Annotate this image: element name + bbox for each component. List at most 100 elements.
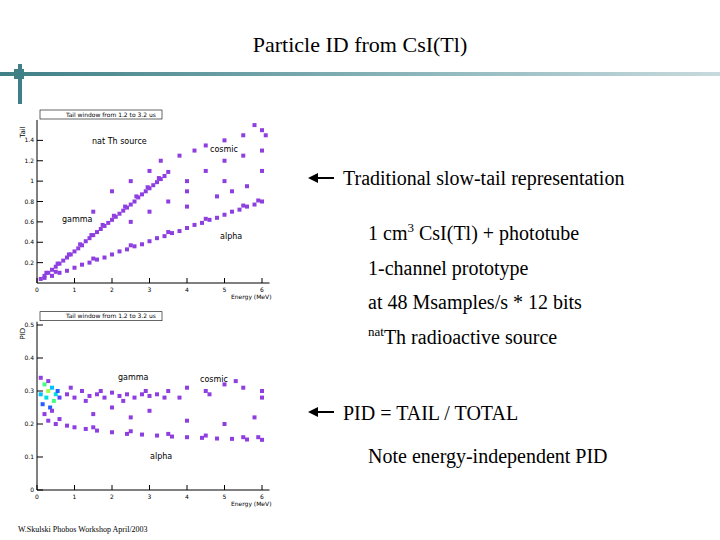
point: [144, 189, 148, 193]
point: [39, 277, 43, 281]
y-tick: [37, 391, 43, 392]
point: [215, 194, 219, 198]
point: [170, 435, 174, 439]
x-tick-label: 6: [260, 493, 264, 500]
point: [204, 143, 208, 147]
point: [44, 271, 48, 275]
point: [125, 432, 129, 436]
point: [118, 212, 122, 216]
y-tick-label: 1: [30, 177, 34, 184]
point: [65, 269, 69, 273]
point: [230, 210, 234, 214]
point: [163, 396, 167, 400]
y-axis: [37, 322, 38, 490]
point: [50, 274, 54, 278]
series-label: alpha: [220, 232, 242, 241]
point: [234, 379, 238, 383]
point: [95, 429, 99, 433]
point: [73, 266, 77, 270]
y-tick-label: 0.1: [24, 453, 34, 460]
point: [133, 244, 137, 248]
chart-title: Tail window from 1.2 to 3.2 us: [65, 312, 156, 319]
point: [241, 386, 245, 390]
point: [256, 198, 260, 202]
x-tick: [149, 485, 150, 490]
y-tick: [37, 181, 43, 182]
x-tick: [187, 485, 188, 490]
point: [76, 246, 80, 250]
point: [178, 396, 182, 400]
point: [260, 438, 264, 442]
point: [223, 213, 227, 217]
point: [44, 396, 48, 400]
arrow: [308, 407, 334, 417]
point: [204, 169, 208, 173]
point: [91, 425, 95, 429]
point: [65, 424, 69, 428]
point: [110, 252, 114, 256]
point: [256, 435, 260, 439]
point: [204, 434, 208, 438]
point: [260, 149, 264, 153]
y-tick-label: 0.4: [24, 354, 34, 361]
point: [39, 376, 43, 380]
point: [170, 231, 174, 235]
series-label: gamma: [62, 215, 93, 224]
point: [129, 429, 133, 433]
point: [58, 271, 62, 275]
point: [185, 386, 189, 390]
point: [69, 386, 73, 390]
point: [84, 427, 88, 431]
point: [155, 434, 159, 438]
y-tick: [37, 262, 43, 263]
point: [223, 179, 227, 183]
x-tick-label: 5: [223, 286, 227, 293]
y-tick-label: 0.5: [24, 321, 34, 328]
y-tick-label: 0.2: [24, 259, 34, 266]
point: [54, 270, 58, 274]
point: [103, 256, 107, 260]
point: [110, 218, 114, 222]
point: [166, 170, 170, 174]
x-tick: [112, 485, 113, 490]
y-tick: [37, 221, 43, 222]
point: [200, 436, 204, 440]
point: [112, 214, 116, 218]
point: [80, 389, 84, 393]
point: [151, 183, 155, 187]
point: [101, 223, 105, 227]
series: [46, 417, 264, 442]
point: [84, 239, 88, 243]
x-tick: [224, 485, 225, 490]
point: [110, 430, 114, 434]
point: [241, 154, 245, 158]
point: [166, 389, 170, 393]
point: [129, 243, 133, 247]
point: [166, 230, 170, 234]
point: [121, 399, 125, 403]
point: [140, 433, 144, 437]
marks: [39, 376, 264, 442]
point: [260, 396, 264, 400]
note-line: Note energy-independent PID: [368, 445, 608, 468]
point: [193, 149, 197, 153]
slide-title: Particle ID from CsI(Tl): [253, 32, 467, 57]
note-part: Th radioactive source: [384, 326, 557, 348]
note-line: 1-channel prototype: [368, 257, 529, 280]
series-label: gamma: [118, 373, 149, 382]
note-line: nat​Th radioactive source: [368, 324, 557, 348]
y-axis-label: PID: [19, 328, 27, 340]
point: [58, 396, 62, 400]
point: [148, 169, 152, 173]
arrow-head: [308, 407, 318, 417]
point: [91, 412, 95, 416]
plot: 01234560.20.40.60.811.21.4Energy (MeV)Ta…: [19, 110, 272, 301]
point: [230, 437, 234, 441]
point: [260, 128, 264, 132]
point: [73, 396, 77, 400]
note-line: PID = TAIL / TOTAL: [343, 402, 518, 424]
marks: [39, 123, 268, 281]
point: [123, 205, 127, 209]
point: [56, 262, 60, 266]
point: [223, 422, 227, 426]
